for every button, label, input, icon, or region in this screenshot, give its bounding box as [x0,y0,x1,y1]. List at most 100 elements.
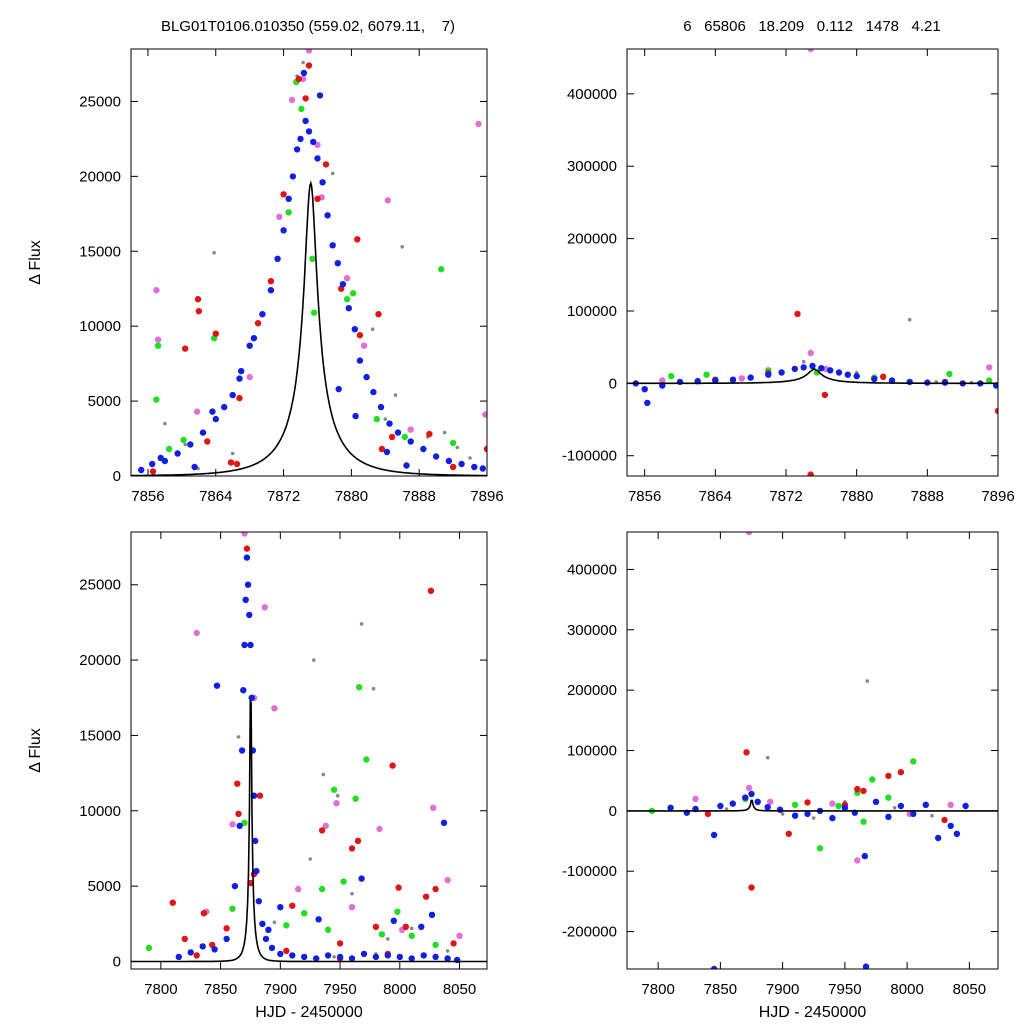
data-point-blue [458,460,465,468]
data-point-blue [383,448,391,456]
data-point-grey [393,393,398,397]
y-tick-label: 10000 [79,318,121,335]
data-point-red [402,923,409,930]
x-tick-label: 7950 [323,981,356,998]
data-point-blue [212,415,219,423]
data-point-violet [854,857,861,864]
data-point-violet [659,377,666,384]
data-point-blue [765,371,772,378]
data-point-red [821,391,829,399]
data-point-red [354,236,361,243]
data-point-blue [390,917,397,924]
y-tick-label: 25000 [79,93,121,110]
y-tick-label: 200000 [567,231,617,248]
x-tick-label: 7900 [766,981,799,998]
data-point-violet [322,822,329,829]
data-point-grey [780,812,785,816]
data-point-blue [280,227,287,234]
data-point-blue [199,943,206,950]
data-point-violet [807,349,814,357]
data-point-red [322,161,330,168]
data-point-blue [252,837,259,845]
y-tick-label: 25000 [79,577,121,594]
plot-frame [130,48,488,477]
data-point-green [703,371,710,378]
data-point-red [223,925,230,932]
data-point-blue [953,830,961,837]
data-point-green [298,105,305,113]
data-point-grey [335,793,340,798]
data-point-blue [818,365,825,372]
y-tick-label: 300000 [567,158,617,175]
data-point-blue [138,466,145,474]
data-point-violet [384,197,391,204]
data-point-blue [407,438,414,445]
data-point-blue [778,369,785,376]
data-point-blue [885,813,892,821]
data-point-violet [241,532,248,537]
data-point-blue [800,364,807,371]
data-point-violet [343,275,351,282]
data-point-green [449,439,457,447]
data-point-blue [229,391,236,399]
data-point-blue [316,92,324,99]
data-point-red [182,345,189,352]
y-tick-label: 20000 [79,652,121,669]
data-point-grey [400,245,405,249]
data-point-blue [199,429,207,436]
data-point-red [785,830,792,837]
x-tick-label: 7880 [335,488,368,505]
data-point-blue [710,965,718,969]
data-point-blue [265,926,272,933]
data-point-blue [479,465,486,472]
data-point-blue [262,935,270,943]
data-point-green [373,415,380,423]
data-point-blue [345,305,352,312]
data-point-red [885,772,892,780]
data-point-blue [428,911,436,918]
data-point-red [748,884,755,891]
x-tick-label: 7850 [704,981,737,998]
data-point-green [869,776,876,783]
data-point-blue [947,822,954,830]
data-point-blue [277,950,284,958]
y-tick-label: -100000 [562,863,617,880]
data-point-red [483,445,487,453]
data-point-violet [430,804,437,811]
data-point-green [285,209,292,216]
data-point-blue [394,429,402,436]
data-point-green [330,786,338,793]
data-point-blue [432,953,439,961]
data-point-green [408,932,415,939]
data-point-green [309,255,316,262]
data-point-violet [986,364,993,371]
model-curve [131,699,487,963]
y-tick-label: 15000 [79,243,121,260]
data-point-grey [442,430,447,435]
x-tick-label: 7896 [470,488,503,505]
data-point-red [426,430,433,438]
data-point-red [354,837,362,845]
data-point-blue [247,641,254,649]
data-point-green [318,885,326,893]
data-point-blue [471,463,478,471]
data-point-blue [729,376,737,383]
data-point-grey [163,421,167,426]
data-point-blue [335,385,342,393]
data-point-blue [396,953,403,961]
y-axis-label: Δ Flux [27,728,44,772]
data-point-red [372,923,380,930]
data-point-blue [223,935,230,943]
data-points [145,532,463,964]
x-tick-label: 7864 [199,488,232,505]
data-point-blue [310,138,317,146]
data-point-blue [827,367,834,374]
data-point-grey [930,813,934,818]
data-point-grey [468,456,472,460]
data-point-grey [272,920,277,925]
data-point-red [305,62,313,69]
data-point-grey [386,937,390,941]
data-point-blue [386,420,393,427]
data-point-red [302,95,309,102]
data-point-violet [154,336,162,343]
